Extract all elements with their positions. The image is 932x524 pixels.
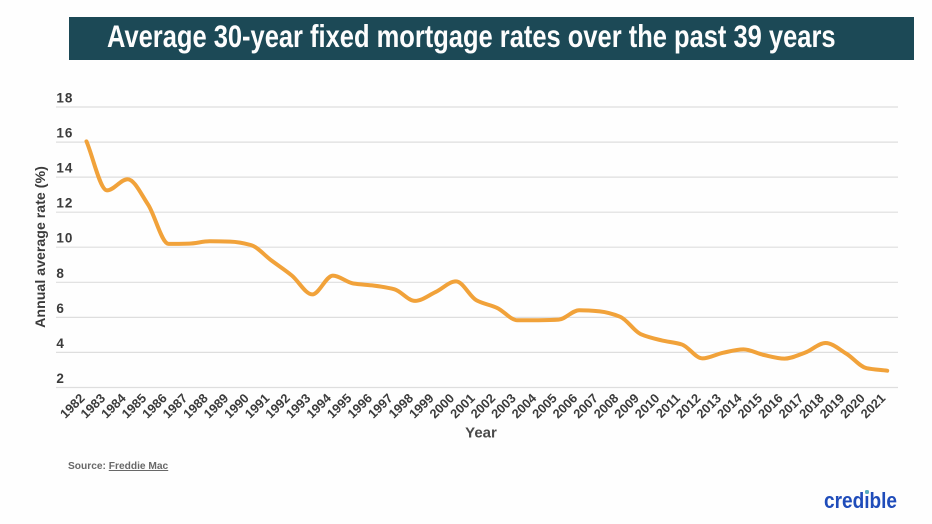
svg-text:16: 16 bbox=[56, 126, 73, 141]
svg-text:Annual average rate (%): Annual average rate (%) bbox=[33, 166, 49, 328]
svg-text:6: 6 bbox=[56, 301, 65, 316]
svg-text:4: 4 bbox=[56, 336, 65, 351]
svg-text:18: 18 bbox=[56, 91, 73, 106]
svg-text:10: 10 bbox=[56, 231, 73, 246]
svg-text:2: 2 bbox=[56, 371, 65, 386]
svg-text:14: 14 bbox=[56, 161, 73, 176]
svg-text:8: 8 bbox=[56, 266, 65, 281]
svg-text:Year: Year bbox=[465, 425, 497, 442]
svg-text:12: 12 bbox=[56, 196, 73, 211]
svg-text:2021: 2021 bbox=[858, 391, 889, 422]
